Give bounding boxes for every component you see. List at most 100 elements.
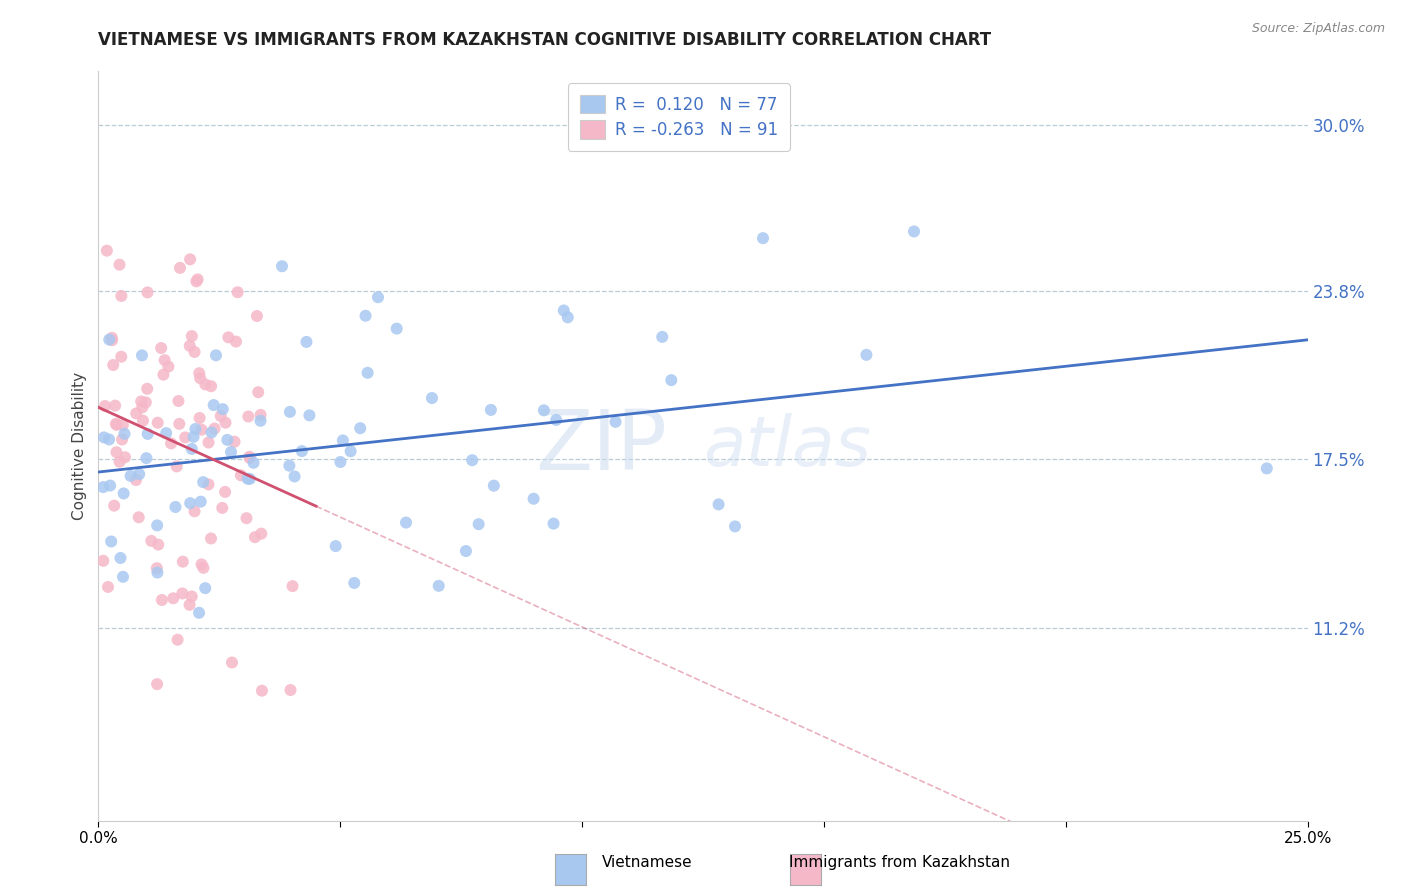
Point bbox=[167, 394, 190, 409]
Point bbox=[110, 350, 132, 364]
Point bbox=[249, 408, 271, 422]
Point bbox=[135, 451, 157, 466]
Point bbox=[214, 484, 236, 499]
Point bbox=[187, 272, 209, 286]
Point bbox=[557, 310, 579, 325]
Y-axis label: Cognitive Disability: Cognitive Disability bbox=[72, 372, 87, 520]
Point bbox=[239, 450, 262, 465]
Point bbox=[211, 500, 233, 515]
Point bbox=[903, 224, 925, 238]
Point bbox=[225, 334, 247, 349]
Point bbox=[278, 458, 301, 473]
Point bbox=[224, 434, 246, 449]
Point bbox=[146, 416, 169, 430]
Point bbox=[96, 244, 118, 258]
Point bbox=[162, 591, 184, 606]
Point bbox=[188, 366, 211, 380]
Point bbox=[190, 423, 212, 437]
Point bbox=[325, 539, 347, 553]
Point bbox=[332, 434, 354, 448]
Point bbox=[236, 472, 259, 486]
Point bbox=[105, 417, 128, 432]
Point bbox=[174, 430, 197, 444]
Point bbox=[183, 504, 205, 518]
Point bbox=[150, 341, 173, 355]
Point bbox=[172, 586, 194, 600]
Point bbox=[104, 417, 127, 431]
Point bbox=[546, 413, 568, 427]
Point bbox=[226, 285, 249, 300]
Point bbox=[148, 538, 170, 552]
Point bbox=[146, 677, 169, 691]
Point bbox=[190, 494, 212, 508]
Point bbox=[111, 418, 134, 433]
Legend: R =  0.120   N = 77, R = -0.263   N = 91: R = 0.120 N = 77, R = -0.263 N = 91 bbox=[568, 84, 790, 151]
Point bbox=[543, 516, 565, 531]
Point bbox=[349, 421, 371, 435]
Point bbox=[104, 399, 127, 413]
Text: ZIP: ZIP bbox=[534, 406, 666, 486]
Point bbox=[112, 486, 135, 500]
Point bbox=[128, 510, 150, 524]
Point bbox=[98, 478, 121, 492]
Point bbox=[110, 551, 132, 566]
Point bbox=[128, 467, 150, 482]
Point bbox=[179, 252, 201, 267]
Point bbox=[367, 290, 389, 304]
Point bbox=[194, 581, 217, 595]
Point bbox=[533, 403, 555, 417]
Point bbox=[94, 399, 117, 413]
Point bbox=[467, 517, 489, 532]
Point bbox=[217, 330, 239, 344]
Point bbox=[395, 516, 418, 530]
Point bbox=[150, 593, 173, 607]
Point bbox=[184, 422, 207, 436]
Point bbox=[193, 561, 215, 575]
Point bbox=[98, 433, 121, 447]
Point bbox=[183, 430, 205, 444]
Point bbox=[479, 403, 502, 417]
Point bbox=[188, 606, 211, 620]
Point bbox=[91, 554, 114, 568]
Point bbox=[172, 555, 194, 569]
Text: Immigrants from Kazakhstan: Immigrants from Kazakhstan bbox=[789, 855, 1011, 870]
Point bbox=[169, 260, 191, 275]
Text: atlas: atlas bbox=[703, 412, 870, 480]
Point bbox=[284, 469, 307, 483]
Point bbox=[329, 455, 352, 469]
Point bbox=[120, 468, 142, 483]
Point bbox=[93, 430, 115, 444]
Point bbox=[103, 499, 125, 513]
Point bbox=[183, 345, 205, 359]
Point bbox=[855, 348, 877, 362]
Point bbox=[157, 359, 180, 374]
Point bbox=[239, 472, 262, 486]
Point bbox=[101, 333, 124, 347]
Point bbox=[247, 385, 270, 400]
Point bbox=[298, 409, 321, 423]
Point bbox=[291, 444, 314, 458]
Point bbox=[343, 576, 366, 591]
Point bbox=[217, 433, 239, 447]
Point bbox=[125, 473, 148, 487]
Point bbox=[166, 632, 188, 647]
Point bbox=[165, 500, 187, 514]
Text: Source: ZipAtlas.com: Source: ZipAtlas.com bbox=[1251, 22, 1385, 36]
Point bbox=[91, 480, 114, 494]
Point bbox=[111, 570, 134, 584]
Point bbox=[136, 382, 159, 396]
Point bbox=[605, 415, 627, 429]
Point bbox=[461, 453, 484, 467]
Point bbox=[125, 406, 148, 420]
Point bbox=[250, 526, 273, 541]
Point bbox=[135, 395, 157, 409]
Point bbox=[339, 444, 361, 458]
Point bbox=[242, 456, 264, 470]
Point bbox=[271, 259, 294, 273]
Point bbox=[152, 368, 174, 382]
Point bbox=[114, 450, 136, 465]
Point bbox=[523, 491, 546, 506]
Point bbox=[1256, 461, 1278, 475]
Point bbox=[482, 478, 505, 492]
Point bbox=[295, 334, 318, 349]
